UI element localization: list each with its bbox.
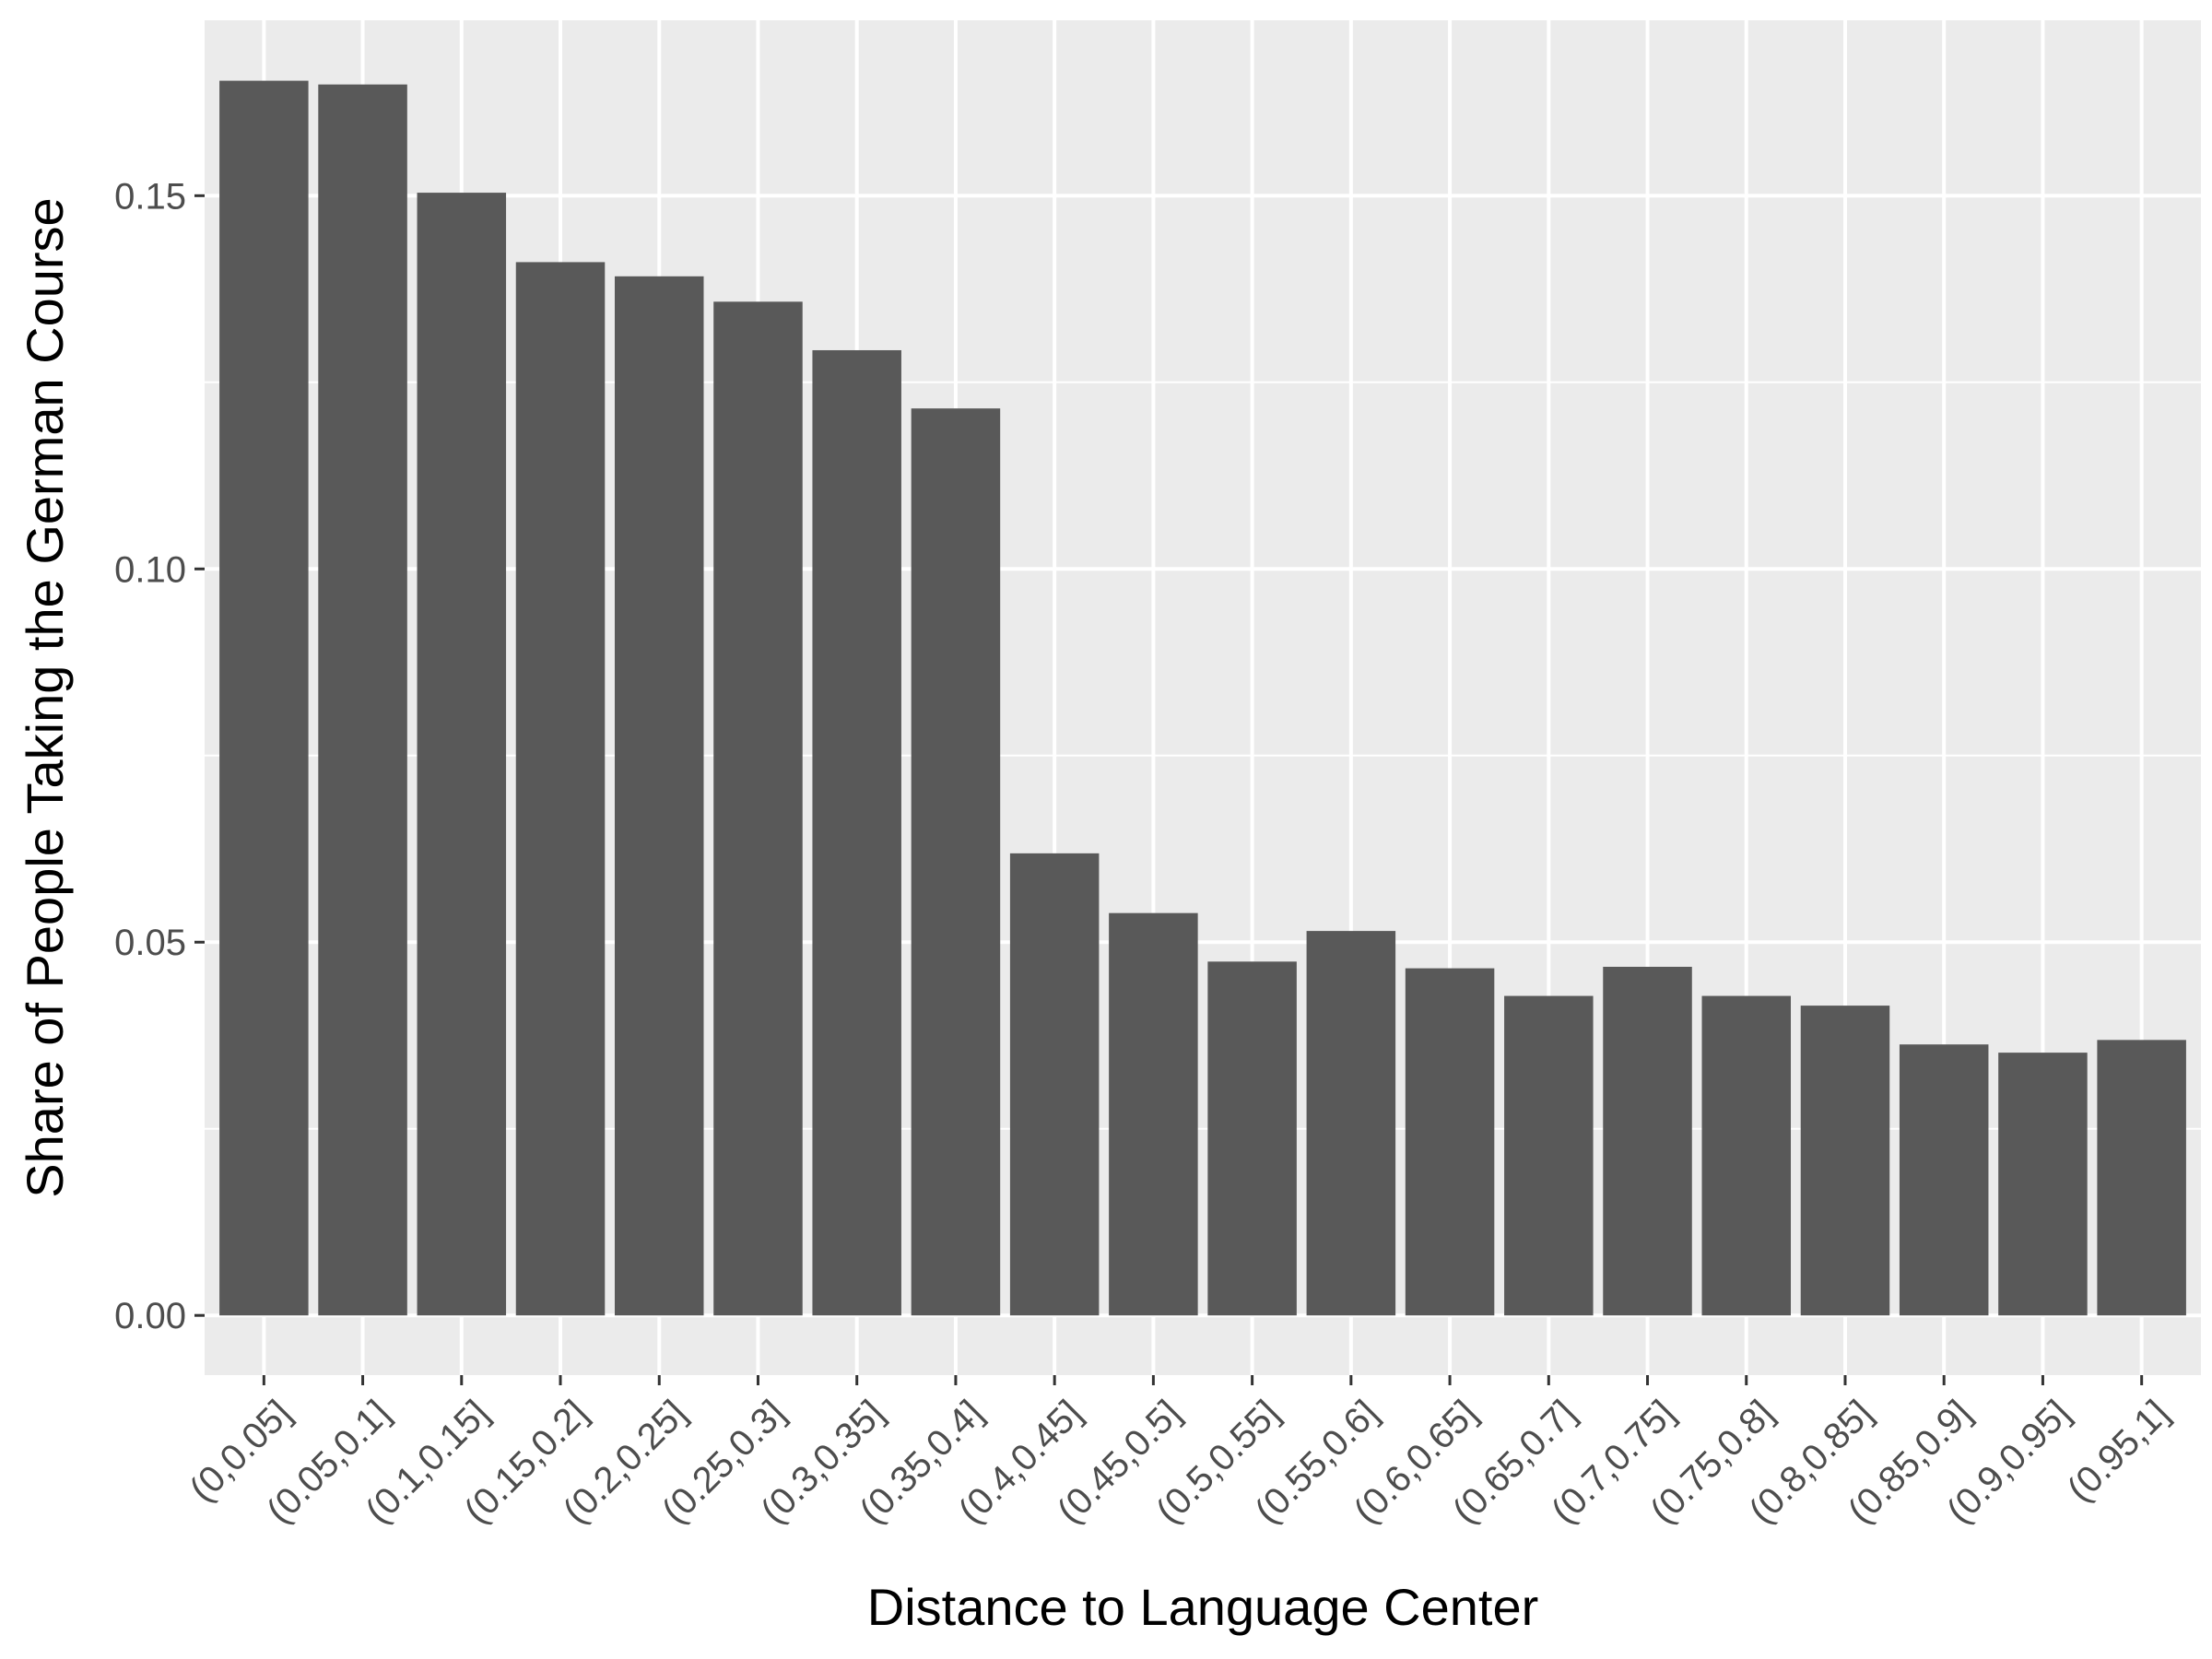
bar [1899,1044,1989,1316]
y-tick-label: 0.00 [114,1296,186,1336]
bar [417,193,507,1316]
x-axis-title: Distance to Language Center [867,1578,1539,1636]
bar [1405,968,1495,1316]
bar [219,80,309,1316]
bar [1009,853,1100,1316]
y-tick-label: 0.05 [114,923,186,963]
bar [614,276,704,1316]
x-axis: (0,0.05](0.05,0.1](0.1,0.15](0.15,0.2](0… [182,1375,2177,1532]
bar [1306,931,1396,1316]
bar [318,84,407,1316]
bar [1504,995,1594,1316]
bar [812,349,901,1316]
bar [911,408,1001,1316]
bar [515,262,606,1316]
y-tick-label: 0.10 [114,549,186,590]
y-tick-label: 0.15 [114,176,186,217]
bar [1800,1006,1890,1316]
bar [1998,1053,2088,1316]
y-axis-title: Share of People Taking the German Course [16,197,74,1197]
bar [713,301,803,1316]
bar [1109,912,1198,1316]
x-tick-label: (0.95,1] [2060,1393,2177,1510]
bar [1701,995,1792,1316]
bar [1603,966,1692,1316]
bars [219,80,2186,1316]
bar [1207,961,1297,1316]
y-axis: 0.00 0.05 0.10 0.15 [114,176,205,1336]
bar [2097,1040,2186,1316]
